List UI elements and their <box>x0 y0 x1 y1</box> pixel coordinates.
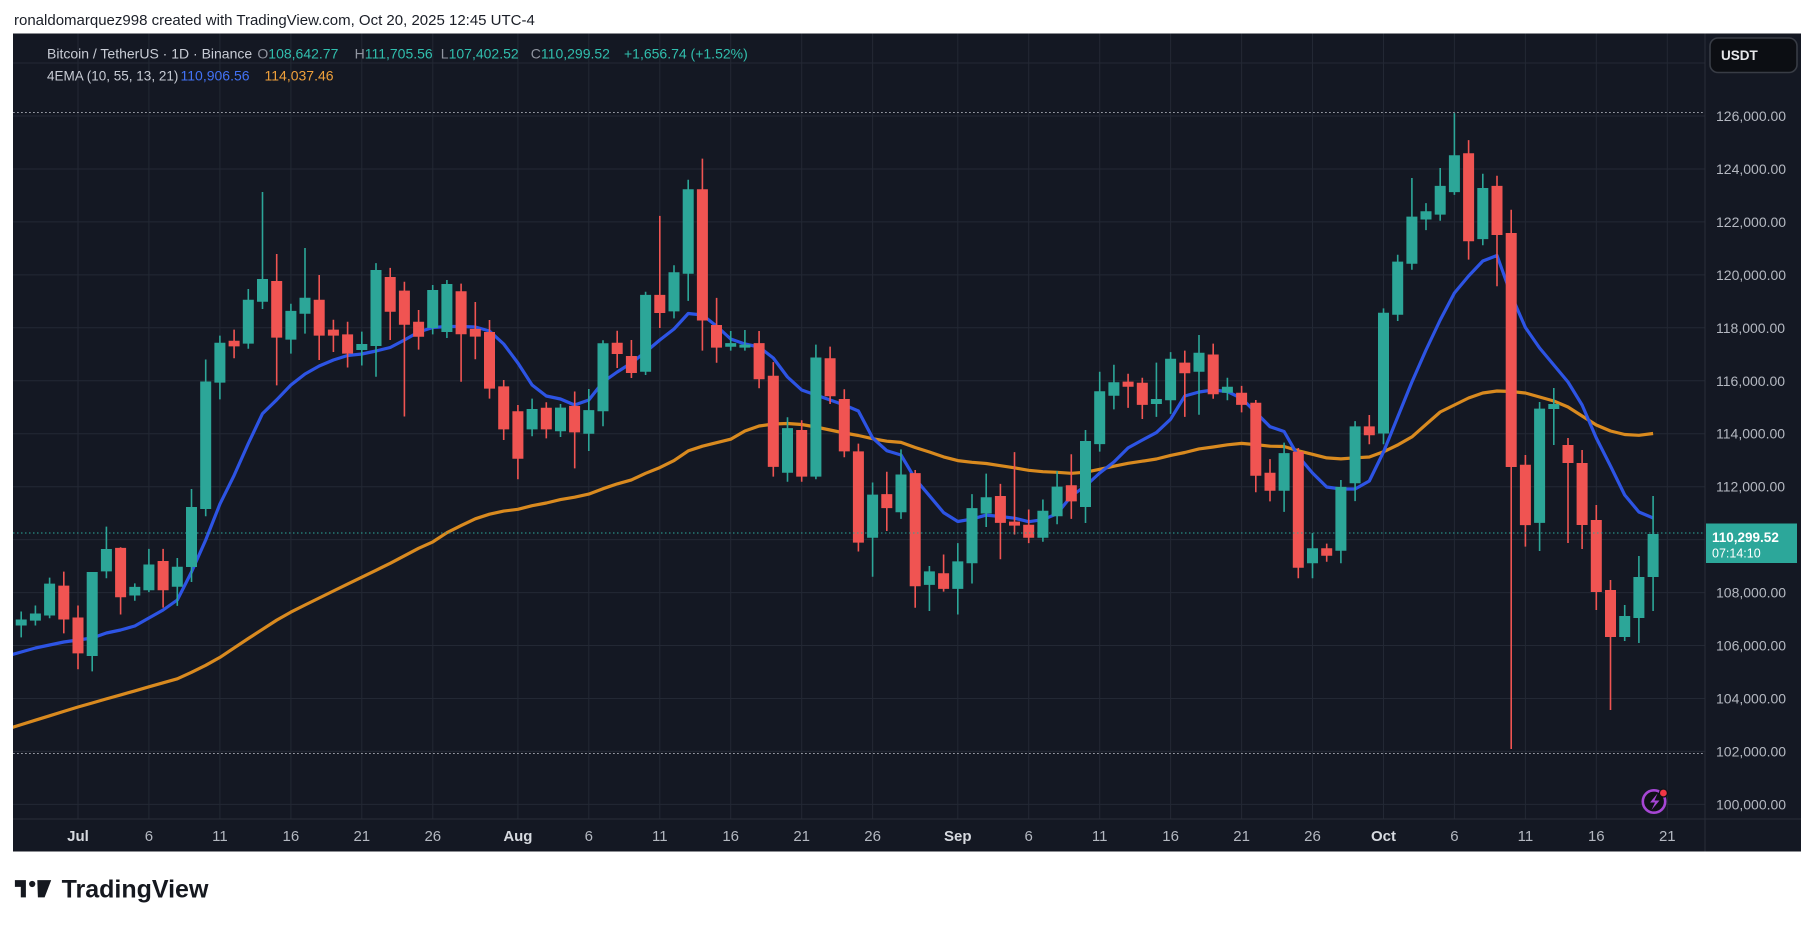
svg-text:6: 6 <box>585 828 593 845</box>
svg-text:11: 11 <box>1092 828 1108 845</box>
svg-text:11: 11 <box>652 828 668 845</box>
svg-text:16: 16 <box>283 828 300 845</box>
svg-text:6: 6 <box>1450 828 1458 845</box>
svg-text:26: 26 <box>424 828 441 845</box>
svg-text:120,000.00: 120,000.00 <box>1716 267 1786 283</box>
svg-text:Oct: Oct <box>1371 828 1396 845</box>
svg-text:26: 26 <box>1304 828 1321 845</box>
svg-text:114,000.00: 114,000.00 <box>1716 426 1785 442</box>
svg-text:124,000.00: 124,000.00 <box>1716 161 1786 177</box>
svg-text:126,000.00: 126,000.00 <box>1716 108 1786 124</box>
svg-text:C110,299.52: C110,299.52 <box>531 46 610 62</box>
svg-text:16: 16 <box>722 828 739 845</box>
svg-text:Sep: Sep <box>944 828 972 845</box>
svg-text:+1,656.74 (+1.52%): +1,656.74 (+1.52%) <box>624 46 748 62</box>
svg-text:21: 21 <box>1659 828 1676 845</box>
svg-text:6: 6 <box>1025 828 1033 845</box>
svg-text:Jul: Jul <box>67 828 89 845</box>
svg-text:21: 21 <box>353 828 370 845</box>
svg-text:106,000.00: 106,000.00 <box>1716 638 1786 654</box>
svg-text:ronaldomarquez998 created with: ronaldomarquez998 created with TradingVi… <box>14 12 535 29</box>
svg-text:O108,642.77: O108,642.77 <box>257 46 338 62</box>
svg-text:104,000.00: 104,000.00 <box>1716 691 1786 707</box>
svg-text:102,000.00: 102,000.00 <box>1716 743 1786 759</box>
svg-text:11: 11 <box>1518 828 1534 845</box>
svg-text:Aug: Aug <box>503 828 532 845</box>
svg-text:110,906.56: 110,906.56 <box>181 68 250 84</box>
svg-text:108,000.00: 108,000.00 <box>1716 585 1786 601</box>
svg-text:4EMA (10, 55, 13, 21): 4EMA (10, 55, 13, 21) <box>47 69 178 84</box>
svg-text:116,000.00: 116,000.00 <box>1716 373 1785 389</box>
svg-text:Bitcoin / TetherUS · 1D · Bina: Bitcoin / TetherUS · 1D · Binance <box>47 46 252 62</box>
svg-text:H111,705.56: H111,705.56 <box>355 46 433 62</box>
svg-text:TradingView: TradingView <box>62 876 209 904</box>
svg-text:118,000.00: 118,000.00 <box>1716 320 1785 336</box>
svg-text:6: 6 <box>145 828 153 845</box>
svg-text:114,037.46: 114,037.46 <box>265 68 334 84</box>
svg-text:21: 21 <box>793 828 810 845</box>
svg-text:110,299.52: 110,299.52 <box>1712 530 1779 545</box>
svg-text:USDT: USDT <box>1721 48 1759 63</box>
svg-text:16: 16 <box>1588 828 1605 845</box>
svg-text:112,000.00: 112,000.00 <box>1716 479 1785 495</box>
svg-text:100,000.00: 100,000.00 <box>1716 796 1786 812</box>
svg-text:21: 21 <box>1233 828 1250 845</box>
svg-text:16: 16 <box>1162 828 1179 845</box>
svg-text:07:14:10: 07:14:10 <box>1712 547 1761 561</box>
svg-text:11: 11 <box>212 828 228 845</box>
svg-text:122,000.00: 122,000.00 <box>1716 214 1786 230</box>
svg-text:26: 26 <box>864 828 881 845</box>
svg-text:L107,402.52: L107,402.52 <box>441 46 519 62</box>
